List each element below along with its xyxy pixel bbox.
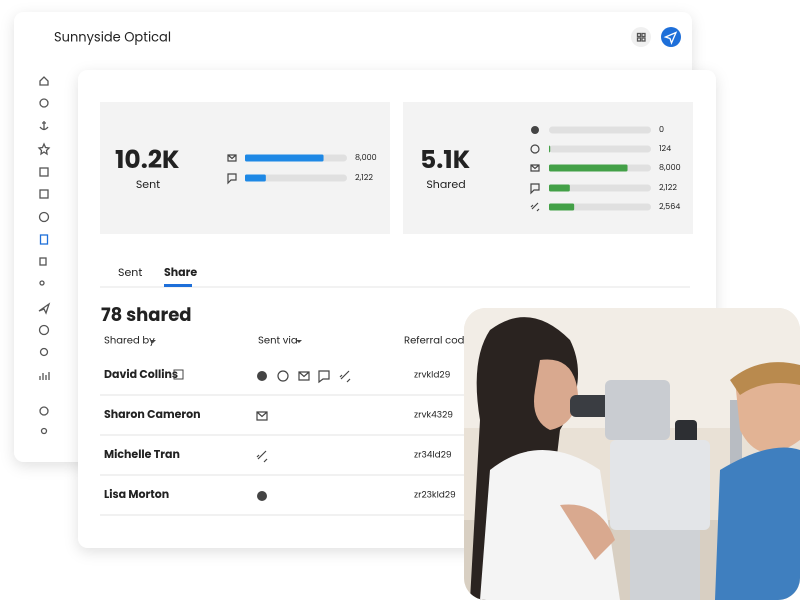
link-icon	[339, 370, 351, 383]
apps-icon	[636, 32, 646, 42]
sent-via-icons	[256, 370, 351, 501]
email-icon	[256, 411, 268, 421]
table-rows: David Collins zrvkld29 Sharon Cameron zrvk4…	[100, 366, 470, 516]
sms-icon	[318, 370, 330, 384]
sharer-name: Lisa Morton	[104, 486, 169, 502]
send-icon	[663, 31, 678, 45]
sidebar	[37, 76, 51, 435]
bar	[549, 203, 575, 211]
nav-ideas[interactable]	[39, 347, 49, 357]
facebook-icon	[257, 371, 267, 381]
nav-calendar[interactable]	[39, 189, 49, 199]
column-header[interactable]: Sent via	[258, 333, 298, 348]
sharer-name: David Collins	[104, 366, 178, 382]
bar-value-label: 8,000	[355, 152, 377, 163]
bar-track	[549, 184, 651, 192]
facebook-icon	[531, 126, 539, 134]
referral-code: zrvk4329	[414, 409, 453, 421]
sms-icon	[530, 183, 540, 195]
column-header: Referral code	[404, 333, 471, 348]
tab-indicator	[164, 284, 192, 287]
bar	[245, 174, 266, 182]
sort-caret	[296, 340, 302, 343]
tab-share[interactable]: Share	[164, 264, 197, 280]
sms-icon	[227, 173, 237, 185]
nav-chat[interactable]	[39, 98, 49, 108]
nav-billing[interactable]	[38, 211, 50, 223]
nav-team[interactable]	[39, 280, 45, 286]
referral-code: zrvkld29	[414, 369, 451, 381]
bar	[549, 145, 551, 153]
photo	[464, 308, 800, 600]
app-title: Sunnyside Optical	[54, 28, 171, 47]
nav-grid[interactable]	[39, 167, 49, 177]
referral-code: zr34ld29	[414, 449, 452, 461]
messenger-icon	[530, 144, 540, 154]
bar-track	[549, 145, 651, 153]
link-icon	[256, 450, 268, 463]
link-icon	[530, 202, 540, 212]
bar-value-label: 124	[659, 143, 671, 154]
bar-value-label: 2,564	[659, 201, 680, 212]
sharer-name: Michelle Tran	[104, 446, 180, 462]
nav-send[interactable]	[38, 302, 51, 315]
shared-label: Shared	[426, 176, 465, 192]
bar	[549, 184, 570, 192]
tab-sent[interactable]: Sent	[118, 264, 142, 280]
nav-copy[interactable]	[39, 257, 47, 266]
nav-settings[interactable]	[39, 406, 49, 416]
bar-track	[549, 126, 651, 134]
nav-profile[interactable]	[40, 427, 48, 435]
bar-track	[549, 203, 651, 211]
card-icons	[227, 126, 540, 212]
nav-anchor[interactable]	[39, 121, 49, 131]
bar	[549, 164, 628, 172]
messenger-icon	[277, 370, 289, 382]
bar-value-label: 2,122	[659, 182, 677, 193]
sent-card	[100, 102, 390, 234]
nav-star[interactable]	[37, 142, 51, 156]
bar-value-label: 8,000	[659, 162, 681, 173]
bar-track	[245, 174, 347, 182]
bar	[245, 154, 324, 162]
qr-icon	[173, 369, 184, 380]
table-title: 78 shared	[101, 303, 192, 328]
bar-value-label: 0	[659, 124, 664, 135]
referral-code: zr23kld29	[414, 489, 456, 501]
bar-value-label: 2,122	[355, 172, 373, 183]
nav-documents[interactable]	[39, 234, 49, 245]
email-icon	[530, 164, 540, 172]
nav-clock[interactable]	[38, 324, 50, 336]
sharer-name: Sharon Cameron	[104, 406, 201, 422]
sent-label: Sent	[136, 176, 160, 192]
column-header[interactable]: Shared by	[104, 333, 155, 348]
nav-reports[interactable]	[39, 372, 50, 380]
nav-home[interactable]	[39, 76, 49, 86]
facebook-icon	[257, 491, 267, 501]
sent-total: 10.2K	[115, 142, 179, 177]
sort-caret	[150, 340, 156, 343]
shared-total: 5.1K	[420, 142, 470, 177]
email-icon	[227, 154, 237, 162]
email-icon	[298, 371, 310, 381]
